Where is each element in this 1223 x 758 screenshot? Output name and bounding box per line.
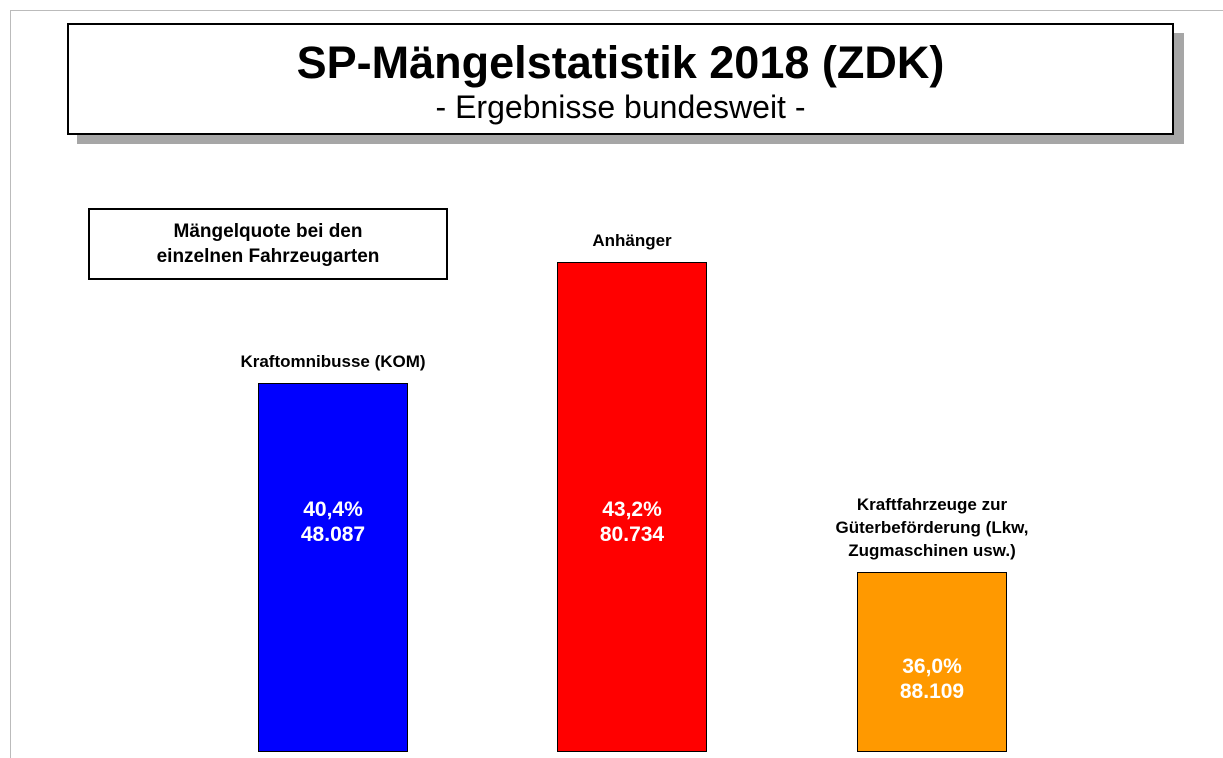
category-label: Kraftomnibusse (KOM) [240, 351, 426, 371]
frame-line [10, 10, 1223, 11]
bar [857, 571, 1007, 752]
legend-box: Mängelquote bei den einzelnen Fahrzeugar… [88, 208, 448, 280]
count-label: 80.734 [599, 523, 665, 546]
chart-title: SP-Mängelstatistik 2018 (ZDK) [296, 37, 945, 88]
bar [557, 262, 707, 752]
frame-line [10, 10, 11, 758]
value-label: 36,0% [902, 654, 962, 678]
title-box: SP-Mängelstatistik 2018 (ZDK) - Ergebnis… [67, 23, 1174, 135]
chart-subtitle: - Ergebnisse bundesweit - [435, 89, 806, 125]
legend-text: Mängelquote bei den einzelnen Fahrzeugar… [156, 221, 380, 267]
value-label: 40,4% [303, 498, 363, 521]
count-label: 48.087 [300, 523, 366, 546]
bar [258, 382, 408, 752]
category-label: Kraftfahrzeuge zur Güterbeförderung (Lkw… [835, 494, 1029, 560]
category-label: Anhänger [592, 231, 672, 251]
count-label: 88.109 [899, 679, 965, 703]
value-label: 43,2% [602, 498, 662, 521]
